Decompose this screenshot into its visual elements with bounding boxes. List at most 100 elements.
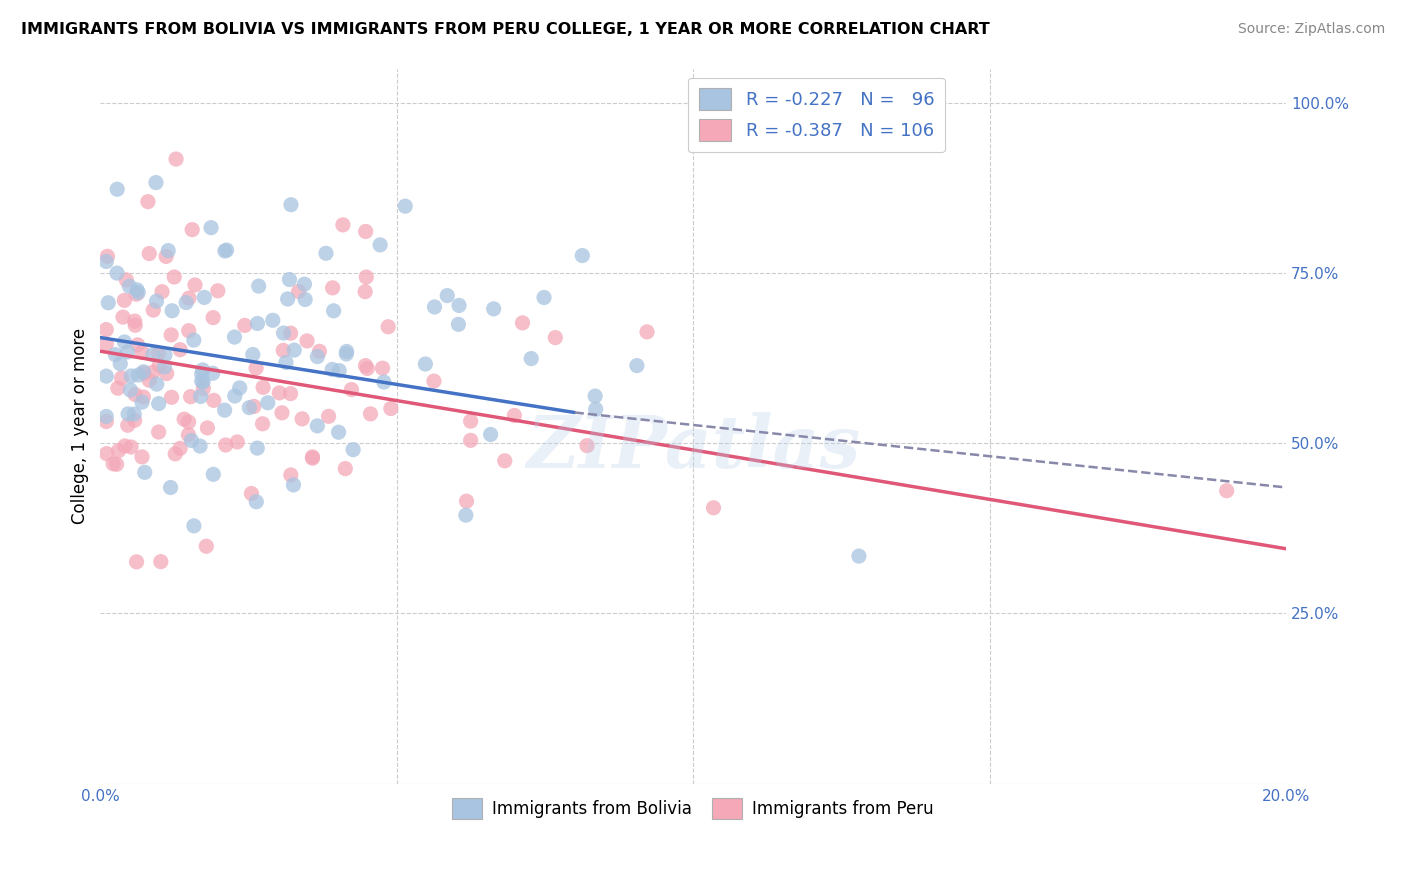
Point — [193, 382, 215, 396]
Point — [242, 347, 264, 361]
Text: ZIPatlas: ZIPatlas — [526, 412, 860, 483]
Point — [848, 549, 870, 563]
Point — [145, 176, 167, 190]
Point — [322, 303, 344, 318]
Point — [321, 362, 343, 376]
Point — [138, 246, 160, 260]
Point — [125, 555, 148, 569]
Point — [423, 300, 446, 314]
Point — [195, 539, 218, 553]
Point — [160, 390, 183, 404]
Point — [307, 350, 329, 364]
Point — [482, 301, 505, 316]
Point — [294, 293, 316, 307]
Point — [283, 343, 305, 358]
Point — [96, 369, 118, 384]
Point — [160, 303, 183, 318]
Point — [571, 248, 593, 262]
Point — [117, 345, 139, 359]
Point — [148, 359, 170, 373]
Point — [177, 427, 200, 442]
Point — [131, 345, 153, 359]
Point — [280, 386, 302, 401]
Point — [228, 381, 250, 395]
Point — [295, 334, 318, 348]
Point — [280, 467, 302, 482]
Point — [243, 400, 266, 414]
Point — [335, 347, 357, 361]
Point — [124, 387, 146, 401]
Point — [96, 415, 118, 429]
Point — [180, 390, 202, 404]
Point — [447, 298, 470, 312]
Point — [318, 409, 340, 424]
Point — [447, 318, 470, 332]
Point — [169, 343, 191, 357]
Point — [96, 409, 118, 424]
Point — [173, 412, 195, 426]
Point — [132, 366, 155, 380]
Point — [460, 434, 482, 448]
Point — [278, 272, 301, 286]
Point — [479, 427, 502, 442]
Point — [183, 333, 205, 347]
Point — [122, 407, 145, 421]
Point — [354, 285, 377, 299]
Point — [132, 390, 155, 404]
Point — [238, 401, 260, 415]
Point — [145, 294, 167, 309]
Point — [107, 443, 129, 458]
Point — [273, 326, 295, 340]
Point — [342, 442, 364, 457]
Point — [256, 396, 278, 410]
Point — [96, 337, 118, 351]
Point — [142, 303, 165, 318]
Point — [328, 425, 350, 440]
Point — [247, 279, 270, 293]
Point — [110, 357, 132, 371]
Point — [291, 412, 314, 426]
Point — [118, 279, 141, 293]
Point — [436, 288, 458, 302]
Point — [245, 495, 267, 509]
Point — [114, 334, 136, 349]
Point — [520, 351, 543, 366]
Point — [245, 361, 267, 376]
Point — [193, 290, 215, 304]
Point — [460, 414, 482, 428]
Point — [356, 361, 378, 376]
Point — [96, 249, 118, 263]
Point — [277, 292, 299, 306]
Point — [190, 368, 212, 382]
Point — [125, 283, 148, 297]
Point — [233, 318, 256, 333]
Point — [454, 508, 477, 523]
Point — [191, 375, 214, 389]
Point — [138, 373, 160, 387]
Point — [124, 314, 146, 328]
Point — [132, 365, 155, 379]
Point — [262, 313, 284, 327]
Point — [159, 481, 181, 495]
Point — [180, 434, 202, 448]
Point — [246, 317, 269, 331]
Point — [702, 500, 724, 515]
Point — [202, 393, 225, 408]
Point — [177, 291, 200, 305]
Point — [96, 254, 118, 268]
Point — [356, 270, 378, 285]
Point — [148, 396, 170, 410]
Point — [112, 293, 135, 308]
Legend: Immigrants from Bolivia, Immigrants from Peru: Immigrants from Bolivia, Immigrants from… — [446, 792, 941, 825]
Point — [153, 359, 176, 374]
Y-axis label: College, 1 year or more: College, 1 year or more — [72, 328, 89, 524]
Point — [215, 438, 238, 452]
Point — [114, 439, 136, 453]
Point — [207, 284, 229, 298]
Point — [394, 199, 416, 213]
Point — [165, 152, 187, 166]
Point — [115, 273, 138, 287]
Point — [533, 291, 555, 305]
Point — [120, 369, 142, 384]
Point — [328, 363, 350, 377]
